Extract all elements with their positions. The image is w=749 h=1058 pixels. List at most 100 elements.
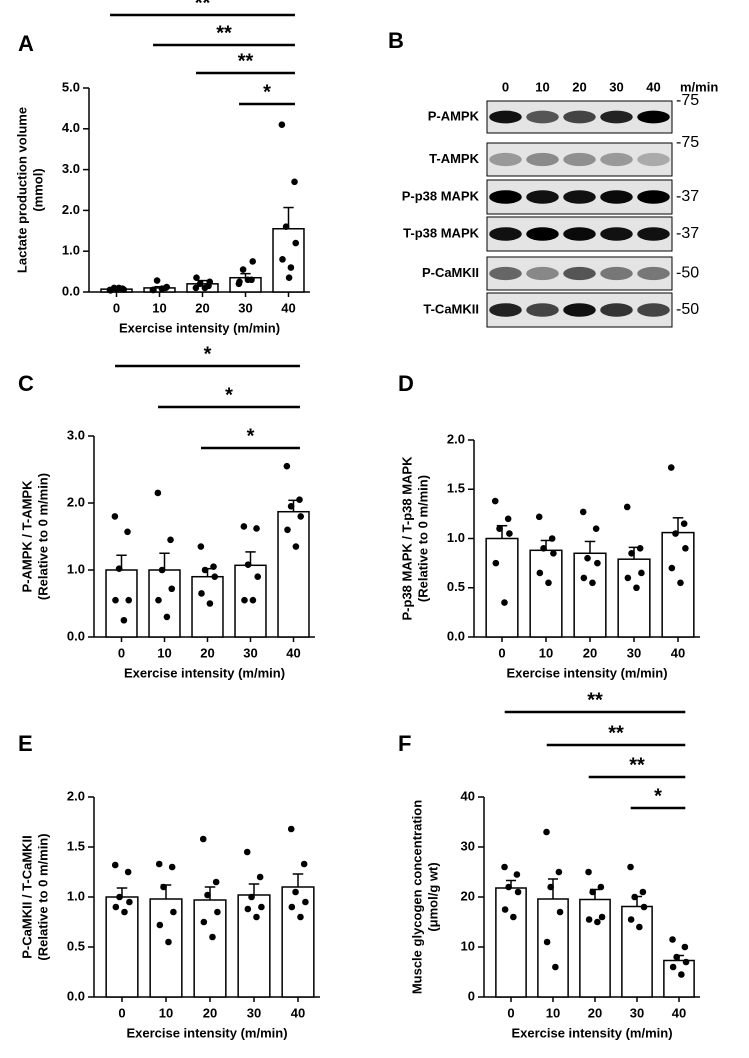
data-point (116, 893, 123, 901)
data-point (287, 503, 295, 510)
x-axis-label: Exercise intensity (m/min) (511, 1025, 672, 1040)
bar (617, 558, 651, 638)
data-point (211, 573, 219, 580)
significance-label: ** (608, 722, 624, 744)
x-tick-label: 40 (672, 1005, 686, 1020)
data-point (491, 497, 499, 505)
data-point (254, 573, 262, 580)
data-point (199, 835, 207, 843)
data-point (212, 878, 220, 886)
bar (573, 552, 607, 638)
blot-band (563, 303, 596, 317)
data-point (201, 566, 209, 574)
data-point (513, 871, 521, 878)
data-point (682, 958, 690, 966)
data-point (165, 938, 172, 946)
blot-band (600, 152, 633, 167)
blot-band (489, 303, 522, 317)
data-point (597, 883, 605, 891)
data-point (244, 561, 252, 568)
blot-band (526, 190, 559, 204)
panel-letter: D (398, 371, 414, 396)
blot-band (489, 227, 522, 241)
lane-label: 40 (646, 79, 660, 94)
blot-band (526, 303, 559, 317)
data-point (285, 274, 293, 282)
y-tick-label: 1.0 (447, 530, 465, 545)
data-point (210, 563, 217, 570)
data-point (496, 525, 503, 532)
data-point (193, 274, 200, 282)
panel-letter: E (18, 731, 33, 756)
blot-band (563, 190, 596, 204)
significance-label: * (225, 384, 233, 406)
y-axis-label: (μmol/g wt) (425, 862, 440, 931)
bar (193, 899, 227, 998)
blot-band (563, 152, 596, 167)
data-point (249, 596, 257, 604)
data-point (206, 278, 214, 286)
significance-label: ** (195, 0, 211, 14)
protein-label: T-CaMKII (423, 301, 479, 316)
x-tick-label: 0 (113, 300, 120, 315)
data-point (556, 908, 564, 916)
data-point (291, 178, 298, 186)
protein-label: T-p38 MAPK (403, 225, 479, 240)
data-point (278, 121, 286, 129)
data-point (624, 574, 632, 582)
data-point (163, 613, 171, 621)
significance-label: * (263, 81, 271, 103)
y-axis-label: P-AMPK / T-AMPK (19, 480, 34, 593)
data-point (548, 535, 556, 542)
data-point (256, 873, 264, 881)
bar (621, 905, 653, 998)
blot-band (563, 266, 596, 281)
x-tick-label: 20 (203, 1005, 217, 1020)
data-point (279, 256, 286, 263)
blot-band (637, 152, 670, 167)
data-point (124, 528, 131, 536)
blot-band (637, 110, 670, 124)
data-point (287, 825, 295, 833)
unit-label: m/min (680, 79, 718, 94)
data-point (155, 596, 162, 604)
blot-band (637, 190, 670, 204)
y-tick-label: 0.0 (67, 628, 85, 643)
data-point (113, 285, 121, 293)
data-point (540, 545, 547, 552)
data-point (124, 868, 132, 876)
blot-band (637, 266, 670, 281)
protein-label: P-CaMKII (422, 265, 479, 280)
data-point (501, 599, 508, 606)
y-axis-label: P-p38 MAPK / T-p38 MAPK (399, 456, 414, 621)
data-point (682, 545, 689, 552)
bar (105, 569, 138, 638)
x-tick-label: 40 (281, 300, 295, 315)
x-tick-label: 0 (507, 1005, 514, 1020)
data-point (677, 579, 684, 587)
marker-label: -37 (676, 225, 699, 242)
x-tick-label: 30 (247, 1005, 261, 1020)
lane-label: 30 (609, 79, 623, 94)
x-tick-label: 30 (630, 1005, 644, 1020)
significance-label: * (654, 785, 662, 807)
data-point (214, 908, 221, 916)
x-tick-label: 10 (546, 1005, 560, 1020)
data-point (543, 938, 551, 946)
data-point (160, 883, 167, 891)
lane-label: 0 (502, 79, 509, 94)
data-point (505, 883, 512, 891)
data-point (636, 545, 644, 552)
y-tick-label: 20 (461, 888, 475, 903)
data-point (170, 908, 177, 916)
data-point (627, 916, 635, 923)
data-point (592, 525, 600, 532)
y-axis-label: P-CaMKII / T-CaMKII (19, 835, 34, 959)
data-point (680, 520, 688, 528)
marker-label: -75 (676, 92, 699, 109)
data-point (248, 893, 255, 901)
data-point (197, 543, 205, 550)
x-tick-label: 10 (157, 645, 171, 660)
data-point (241, 596, 248, 604)
data-point (282, 223, 290, 231)
